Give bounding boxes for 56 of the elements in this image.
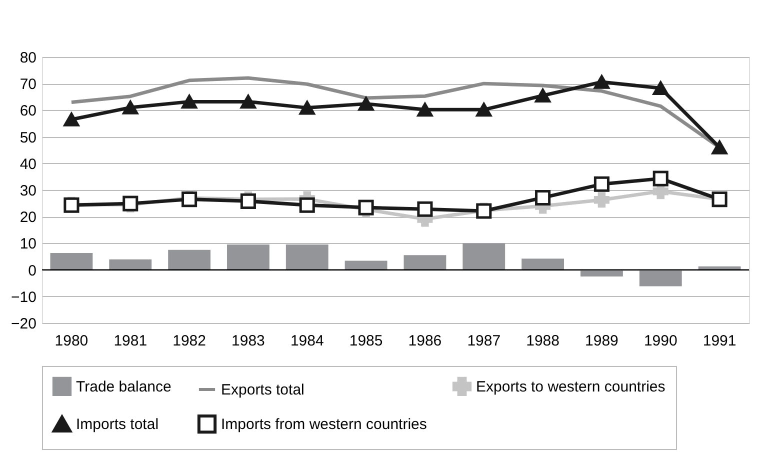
point — [64, 112, 80, 126]
x-tick-label: 1986 — [408, 332, 442, 350]
point — [535, 190, 551, 206]
bar — [639, 270, 682, 286]
point — [358, 96, 374, 111]
x-tick-label: 1983 — [232, 332, 265, 350]
point — [594, 192, 610, 208]
bar — [404, 255, 446, 270]
point — [652, 81, 668, 96]
legend-label: Exports to western countries — [476, 378, 666, 396]
point — [594, 176, 610, 192]
bar — [50, 253, 93, 270]
y-tick-label: 80 — [20, 50, 36, 66]
y-tick-label: 30 — [20, 182, 36, 200]
y-tick-label: 50 — [20, 129, 36, 146]
bar — [580, 270, 623, 276]
x-tick-label: 1985 — [349, 332, 383, 350]
legend-label: Trade balance — [76, 378, 172, 396]
y-tick-label: 10 — [20, 236, 36, 253]
x-tick-label: 1987 — [467, 332, 501, 350]
legend-label: Exports total — [221, 382, 304, 398]
bar — [168, 250, 210, 270]
y-tick-label: 0 — [28, 262, 36, 280]
point — [712, 140, 728, 154]
y-tick-label: −10 — [11, 288, 36, 306]
y-tick-label: 20 — [20, 209, 36, 226]
legend-label: Imports total — [76, 416, 159, 433]
legend-label: Imports from western countries — [221, 416, 427, 433]
point — [652, 170, 668, 186]
point — [476, 102, 492, 117]
point — [417, 201, 433, 217]
bar — [286, 244, 328, 270]
point — [417, 102, 433, 117]
bar — [462, 243, 506, 270]
bar — [522, 258, 564, 270]
y-tick-label: −20 — [11, 316, 36, 332]
point — [299, 197, 315, 213]
x-tick-label: 1991 — [702, 332, 736, 350]
point — [535, 88, 551, 102]
x-tick-label: 1990 — [644, 332, 678, 350]
y-tick-label: 60 — [20, 102, 36, 120]
x-tick-label: 1982 — [172, 332, 206, 350]
x-tick-label: 1981 — [114, 332, 148, 350]
y-tick-label: 70 — [20, 76, 36, 94]
point — [594, 75, 610, 89]
point — [299, 100, 315, 115]
y-tick-label: 40 — [20, 156, 36, 173]
x-tick-label: 1980 — [54, 332, 88, 350]
point — [182, 94, 198, 109]
bar — [109, 259, 152, 270]
x-tick-label: 1984 — [290, 332, 324, 350]
x-tick-label: 1989 — [585, 332, 618, 350]
point — [122, 100, 138, 114]
bar — [227, 244, 270, 270]
point — [240, 94, 256, 109]
x-tick-label: 1988 — [526, 332, 560, 350]
